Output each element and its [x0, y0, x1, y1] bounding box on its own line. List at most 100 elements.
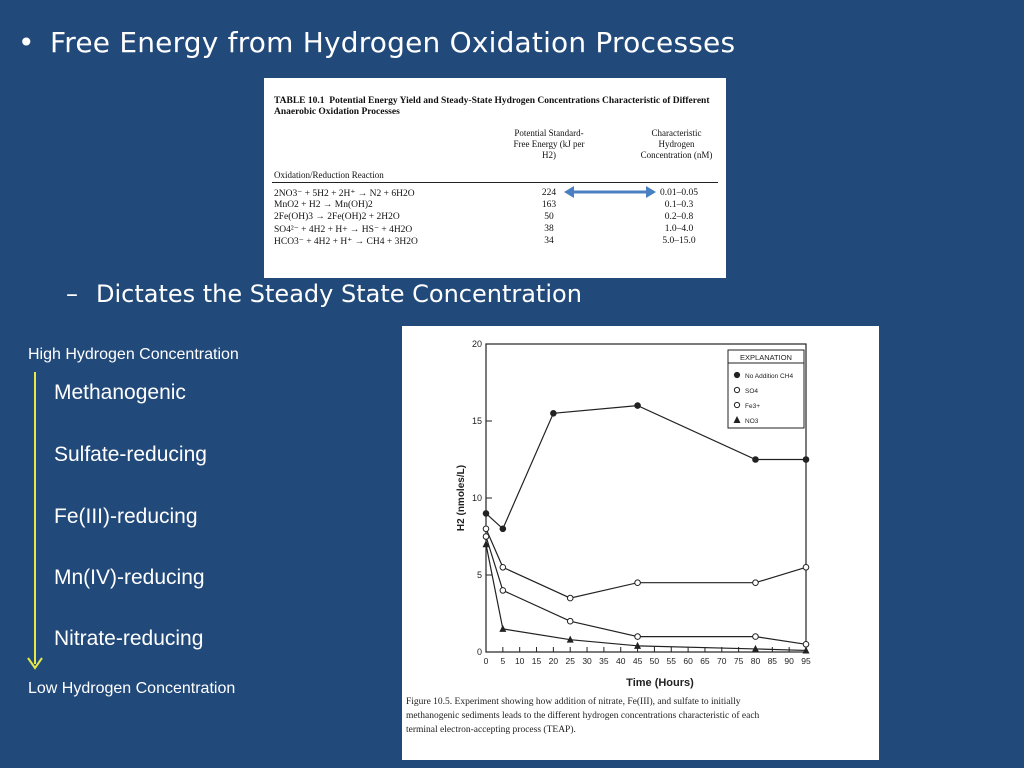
- x-tick-label: 60: [683, 656, 693, 666]
- data-point: [802, 564, 810, 571]
- sub-bullet: – Dictates the Steady State Concentration: [66, 280, 582, 308]
- data-point: [752, 633, 759, 640]
- scale-item-methanogenic: Methanogenic: [54, 381, 186, 404]
- legend-label: SO4: [745, 388, 758, 395]
- series-line-1: [485, 528, 807, 599]
- table-cell: 34: [544, 236, 554, 246]
- x-tick-label: 40: [616, 656, 626, 666]
- data-point: [802, 646, 810, 654]
- figure-caption-line: terminal electron-accepting process (TEA…: [406, 724, 576, 735]
- x-tick-label: 20: [549, 656, 559, 666]
- y-axis-label: H2 (nmoles/L): [456, 465, 467, 531]
- data-point: [802, 641, 810, 648]
- arrow-line: [34, 372, 36, 664]
- x-tick-label: 25: [565, 656, 575, 666]
- col-reaction-header: Oxidation/Reduction Reaction: [274, 170, 384, 180]
- data-point: [550, 410, 557, 417]
- x-tick-label: 5: [500, 656, 505, 666]
- x-tick-label: 10: [515, 656, 525, 666]
- data-point: [482, 533, 490, 540]
- scale-item-mn: Mn(IV)-reducing: [54, 566, 205, 589]
- legend-label: NO3: [745, 418, 759, 425]
- table-cell: 163: [541, 200, 557, 210]
- legend-marker: [733, 401, 741, 409]
- data-point: [499, 587, 507, 594]
- x-tick-label: 75: [734, 656, 744, 666]
- figure-caption-line: Figure 10.5. Experiment showing how addi…: [406, 696, 741, 707]
- data-point: [499, 624, 507, 632]
- scale-item-sulfate: Sulfate-reducing: [54, 443, 207, 466]
- series-line-2: [485, 536, 807, 645]
- series-line-0: [485, 404, 806, 530]
- table-row: HCO3⁻ + 4H2 + H⁺ → CH4 + 3H2O: [274, 237, 418, 247]
- data-point: [751, 644, 759, 652]
- x-tick-label: 70: [717, 656, 727, 666]
- data-point: [482, 510, 490, 517]
- x-tick-label: 15: [532, 656, 542, 666]
- x-tick-label: 65: [700, 656, 710, 666]
- data-point: [802, 456, 810, 463]
- y-tick-label: 10: [472, 493, 482, 503]
- table-cell: 50: [544, 212, 554, 222]
- table-cell: 0.01–0.05: [660, 188, 698, 198]
- table-row: SO4²⁻ + 4H2 + H+ → HS⁻ + 4H2O: [274, 225, 413, 235]
- table-caption: TABLE 10.1 Potential Energy Yield and St…: [274, 96, 710, 117]
- figure-caption-line: methanogenic sediments leads to the diff…: [406, 710, 760, 721]
- data-point: [752, 456, 759, 463]
- data-point: [566, 635, 574, 643]
- data-point: [634, 641, 642, 649]
- legend-label: No Addition CH4: [745, 373, 793, 380]
- data-point: [634, 633, 641, 640]
- table-row: 2NO3⁻ + 5H2 + 2H⁺ → N2 + 6H2O: [274, 189, 415, 199]
- data-point: [752, 579, 759, 587]
- data-point: [566, 617, 574, 625]
- data-point: [634, 402, 641, 409]
- scale-item-fe: Fe(III)-reducing: [54, 505, 198, 528]
- x-tick-label: 95: [801, 656, 811, 666]
- data-point: [566, 594, 574, 602]
- figure-image: 0 5 10 15 20 0 5 10 15 20 25 30 35 40 45 50 55 60 65 70 75 80…: [402, 326, 879, 760]
- dash-icon: –: [66, 280, 78, 308]
- x-tick-label: 50: [650, 656, 660, 666]
- slide-title: • Free Energy from Hydrogen Oxidation Pro…: [18, 26, 736, 59]
- x-tick-label: 30: [582, 656, 592, 666]
- x-tick-label: 45: [633, 656, 643, 666]
- x-tick-label: 80: [751, 656, 761, 666]
- data-point: [634, 579, 641, 587]
- legend-marker: [733, 371, 741, 379]
- low-h2-label: Low Hydrogen Concentration: [28, 680, 236, 697]
- y-tick-label: 15: [472, 416, 482, 426]
- scale-item-nitrate: Nitrate-reducing: [54, 627, 204, 650]
- series-line-3: [485, 544, 807, 652]
- table-cell: 38: [544, 224, 554, 234]
- data-point: [482, 525, 490, 533]
- bullet-icon: •: [18, 26, 35, 59]
- legend-marker: [733, 386, 741, 394]
- table-row: MnO2 + H2 → Mn(OH)2: [274, 200, 373, 210]
- table-cell: 0.2–0.8: [664, 212, 694, 222]
- legend-title: EXPLANATION: [740, 353, 792, 362]
- col-h2-header: Characteristic Hydrogen Concentration (n…: [640, 128, 713, 160]
- table-image: TABLE 10.1 Potential Energy Yield and St…: [264, 78, 726, 278]
- table-row: 2Fe(OH)3 → 2Fe(OH)2 + 2H2O: [274, 212, 400, 222]
- data-point: [499, 525, 507, 533]
- x-axis-label: Time (Hours): [626, 677, 694, 689]
- x-tick-label: 0: [484, 656, 489, 666]
- table-cell: 1.0–4.0: [664, 224, 694, 234]
- y-tick-label: 5: [477, 570, 482, 580]
- legend-marker: [733, 416, 741, 423]
- double-arrow-icon: [564, 186, 656, 198]
- table-cell: 5.0–15.0: [662, 236, 696, 246]
- legend-label: Fe3+: [745, 403, 760, 410]
- y-tick-label: 0: [477, 647, 482, 657]
- x-tick-label: 85: [768, 656, 778, 666]
- x-tick-label: 35: [599, 656, 609, 666]
- line-chart: 0 5 10 15 20 0 5 10 15 20 25 30 35 40 45 50 55 60 65 70 75 80…: [406, 339, 811, 735]
- col-energy-header: Potential Standard-Free Energy (kJ per H…: [513, 128, 585, 160]
- table-rule: [272, 182, 718, 183]
- down-arrow-icon: [27, 657, 43, 670]
- data-point: [499, 564, 507, 571]
- table-cell: 0.1–0.3: [664, 200, 694, 210]
- x-tick-label: 90: [784, 656, 794, 666]
- high-h2-label: High Hydrogen Concentration: [28, 346, 239, 363]
